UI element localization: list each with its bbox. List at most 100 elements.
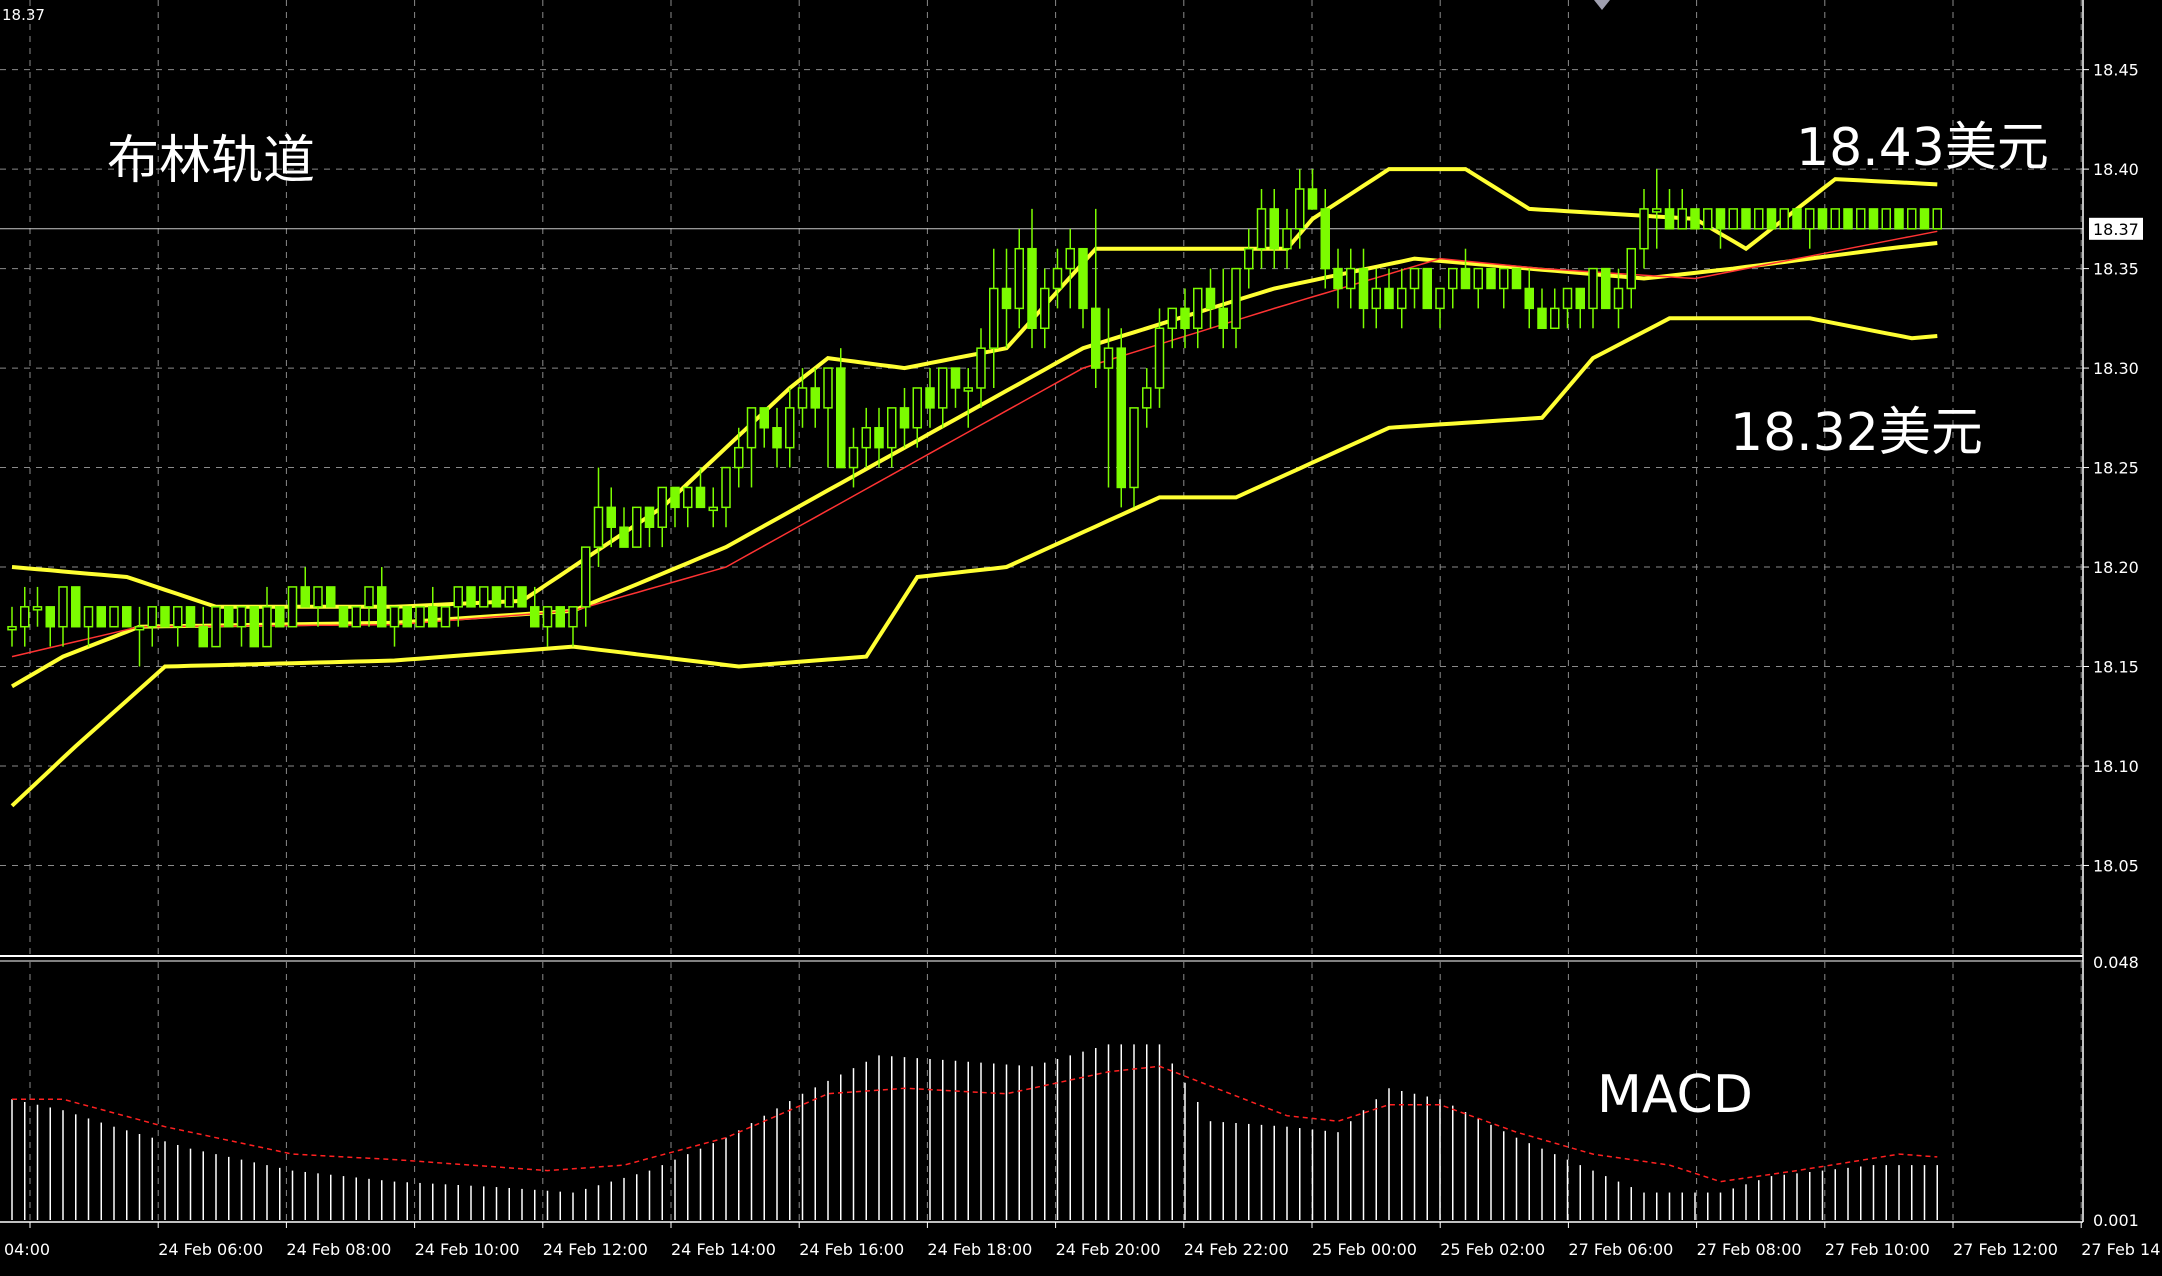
candle [1639,189,1649,269]
lower-price-annotation: 18.32美元 [1730,403,1983,463]
x-tick-label: 24 Feb 16:00 [799,1240,904,1259]
candle-body [1460,267,1471,290]
candle-body [428,606,438,628]
candle [491,586,502,608]
candle-body [632,506,642,548]
candle [58,586,68,647]
candle-body [198,625,208,648]
candle-body [938,367,948,409]
candle [797,368,808,428]
candle [71,586,81,628]
candle [1460,248,1471,290]
macd-panel [11,1044,1938,1220]
candle-body [1690,208,1700,230]
candle-body [1409,267,1420,290]
macd-y-tick-label: 0.048 [2093,953,2139,972]
candle [504,586,514,608]
candle [899,387,910,448]
candle [1231,267,1241,349]
candle-body [326,586,336,608]
candle-body [542,606,553,628]
candle-body [32,606,43,611]
candle [134,606,145,667]
candle [1040,268,1050,349]
candle-body [1741,208,1751,230]
candle-body [1511,267,1522,290]
candle [1244,228,1254,289]
candle-body [96,606,106,628]
candle-body [1843,208,1853,230]
candle-body [1027,247,1037,330]
candle-body [1779,208,1789,230]
candle-body [7,625,17,631]
candle-body [644,506,655,528]
candle [211,606,221,648]
candle-body [1333,267,1343,290]
candle [683,486,693,528]
candle [1384,268,1394,310]
candle [734,427,744,488]
candle [1677,189,1687,230]
candle [1193,287,1203,349]
candle-body [861,427,871,449]
x-tick-label: 27 Feb 14:00 [2081,1240,2162,1259]
candle-body [1001,287,1012,310]
x-tick-label: 04:00 [4,1240,50,1259]
candle-body [670,486,680,509]
candle-body [1486,267,1496,290]
bollinger-middle-line [10,241,1938,689]
candle-body [759,407,769,429]
candle-body [122,606,132,628]
candle-body [1422,267,1432,310]
candle [1473,267,1483,309]
candle [1154,308,1165,408]
candle [963,368,973,428]
candle-body [555,606,565,628]
candle-body [848,446,859,469]
candle [1307,169,1318,210]
x-tick-label: 24 Feb 12:00 [543,1240,648,1259]
candle-body [71,586,81,628]
candle-body [1715,208,1726,230]
candle [1358,248,1369,329]
candle-body [1142,387,1152,409]
candle [1805,208,1815,249]
candle [300,567,310,608]
candle-body [963,387,973,392]
x-tick-label: 25 Feb 00:00 [1312,1240,1417,1259]
candle-body [1282,228,1292,250]
candle-body [950,367,961,389]
candle-body [389,606,400,628]
candle [517,586,527,608]
candle [377,567,387,628]
candle-body [1664,208,1675,230]
candle [32,586,43,627]
x-tick-label: 24 Feb 10:00 [415,1240,520,1259]
candle-body [1116,347,1126,489]
candle-body [415,606,425,628]
candle [236,606,247,647]
candle-body [453,586,463,608]
candle [160,606,170,628]
candle-body [1448,267,1458,290]
candle-body [1320,208,1330,270]
candle-body [1154,327,1165,389]
candle [1550,288,1560,330]
candle-body [1524,287,1534,310]
candle [1792,208,1802,230]
candle [925,368,935,428]
candle [593,467,604,568]
candle [1282,208,1292,269]
candle-body [20,606,30,628]
candle-body [1091,307,1101,369]
y-tick-label: 18.05 [2093,856,2139,875]
candle-body [249,606,259,648]
candle [1167,307,1177,349]
candle [1932,208,1942,230]
candle-body [1078,247,1088,310]
candle-body [1014,247,1024,310]
candle-body [1588,267,1598,310]
candle-body [1537,307,1547,330]
candle [1524,268,1534,329]
candle [364,586,374,627]
